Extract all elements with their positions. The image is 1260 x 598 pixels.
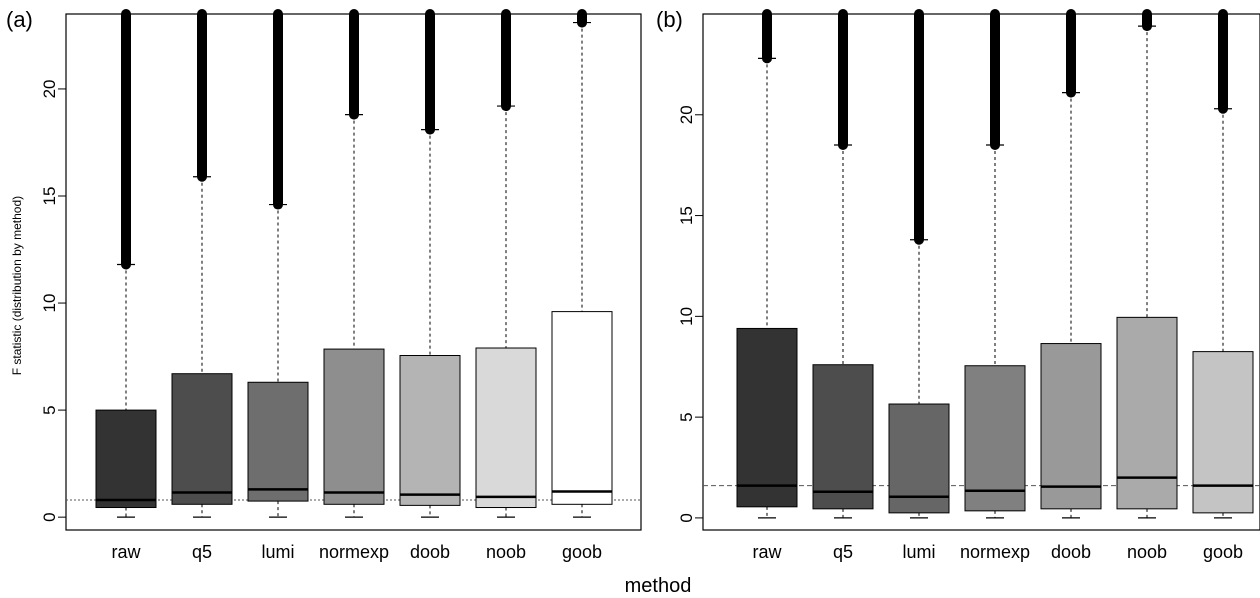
- x-tick-label: noob: [1127, 542, 1167, 562]
- y-tick-label: 15: [40, 187, 59, 206]
- y-tick-label: 20: [677, 105, 696, 124]
- box-lumi: [888, 403, 950, 514]
- panel-label: (b): [656, 7, 683, 32]
- y-tick-label: 0: [677, 513, 696, 522]
- y-tick-label: 0: [40, 512, 59, 521]
- box-q5: [812, 364, 874, 510]
- y-tick-label: 5: [40, 405, 59, 414]
- box-noob: [1116, 316, 1178, 510]
- box-noob: [475, 347, 537, 509]
- box-q5: [171, 373, 233, 505]
- y-tick-label: 20: [40, 79, 59, 98]
- x-tick-label: goob: [562, 542, 602, 562]
- box-raw: [736, 327, 798, 508]
- box-normexp: [323, 348, 385, 505]
- x-tick-label: raw: [752, 542, 782, 562]
- box-goob: [551, 311, 613, 505]
- y-tick-label: 5: [677, 412, 696, 421]
- x-tick-label: lumi: [902, 542, 935, 562]
- x-tick-label: q5: [192, 542, 212, 562]
- x-tick-label: lumi: [261, 542, 294, 562]
- x-tick-label: goob: [1203, 542, 1243, 562]
- y-tick-label: 10: [677, 307, 696, 326]
- box-raw: [95, 409, 157, 509]
- y-tick-label: 10: [40, 294, 59, 313]
- box-doob: [1040, 343, 1102, 510]
- x-tick-label: noob: [486, 542, 526, 562]
- panel-a: (a) F statistic (distribution by method) 0…: [6, 7, 642, 562]
- panel-b: (b) 0 5 10 15 20 raw q5 lumi normexp doob noob goob: [656, 7, 1260, 562]
- box-doob: [399, 355, 461, 506]
- x-tick-label: normexp: [960, 542, 1030, 562]
- box-lumi: [247, 381, 309, 502]
- panel-label: (a): [6, 7, 33, 32]
- y-tick-label: 15: [677, 206, 696, 225]
- y-axis-label: F statistic (distribution by method): [10, 196, 24, 375]
- x-tick-label: raw: [111, 542, 141, 562]
- x-tick-label: doob: [1051, 542, 1091, 562]
- box-normexp: [964, 365, 1026, 512]
- x-tick-label: doob: [410, 542, 450, 562]
- x-tick-label: q5: [833, 542, 853, 562]
- box-goob: [1192, 351, 1254, 514]
- plot-frame: [702, 13, 1260, 531]
- x-axis-label: method: [625, 575, 692, 597]
- x-tick-label: normexp: [319, 542, 389, 562]
